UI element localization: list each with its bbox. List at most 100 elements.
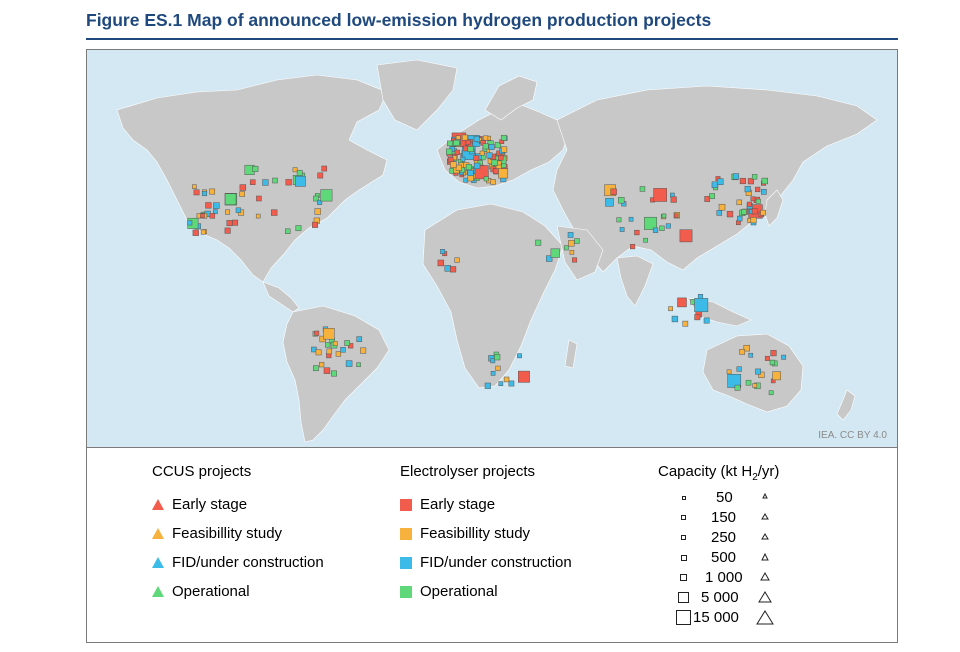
square-icon	[400, 527, 412, 540]
project-marker	[498, 155, 504, 161]
legend-electrolyser: Electrolyser projects Early stage Feasib…	[400, 463, 572, 606]
triangle-icon	[152, 586, 164, 597]
square-icon	[680, 574, 687, 581]
square-icon	[400, 585, 412, 598]
project-marker	[455, 164, 462, 171]
project-marker	[770, 350, 777, 357]
project-marker	[755, 186, 761, 193]
triangle-icon	[152, 499, 164, 510]
project-marker	[239, 184, 247, 191]
project-marker	[665, 223, 671, 229]
project-marker	[450, 266, 457, 273]
project-marker	[344, 340, 350, 346]
project-marker	[209, 213, 216, 219]
project-marker	[741, 209, 747, 215]
project-marker	[751, 174, 758, 180]
project-marker	[563, 245, 569, 251]
triangle-icon	[761, 552, 769, 561]
project-marker	[752, 383, 758, 388]
project-marker	[454, 149, 460, 155]
triangle-icon	[756, 610, 774, 625]
project-marker	[671, 315, 679, 323]
project-marker	[760, 209, 766, 216]
project-marker	[491, 159, 498, 166]
project-marker	[652, 227, 659, 233]
project-marker	[454, 257, 460, 263]
project-marker	[550, 248, 560, 258]
land-greenland	[376, 59, 458, 131]
land-arabia	[556, 225, 604, 281]
triangle-icon	[761, 533, 769, 540]
project-marker	[755, 198, 761, 204]
project-marker	[455, 135, 461, 141]
project-marker	[473, 135, 480, 142]
project-marker	[296, 169, 303, 176]
project-marker	[483, 176, 489, 182]
project-marker	[323, 367, 331, 374]
project-marker	[490, 371, 496, 376]
land-madagascar	[564, 339, 578, 369]
project-marker	[750, 196, 756, 202]
capacity-row: 250	[676, 529, 736, 546]
project-marker	[758, 371, 765, 378]
project-marker	[295, 175, 306, 187]
project-marker	[467, 145, 474, 152]
project-marker	[670, 192, 675, 198]
project-marker	[653, 188, 667, 202]
project-marker	[736, 199, 742, 206]
land-asia	[552, 85, 878, 273]
legend-electrolyser-early: Early stage	[400, 490, 572, 519]
project-marker	[323, 328, 335, 340]
project-marker	[673, 213, 679, 218]
project-marker	[668, 306, 673, 312]
legend-electrolyser-operational: Operational	[400, 577, 572, 606]
project-marker	[313, 195, 319, 202]
land-scandinavia	[484, 75, 538, 121]
capacity-row: 500	[676, 549, 736, 566]
project-marker	[761, 177, 768, 185]
project-marker	[682, 320, 689, 327]
project-marker	[518, 370, 530, 383]
capacity-value: 15 000	[693, 609, 739, 626]
project-marker	[610, 188, 617, 195]
project-marker	[605, 198, 614, 207]
capacity-value: 500	[711, 549, 737, 566]
project-marker	[225, 209, 231, 215]
project-marker	[479, 150, 485, 156]
square-icon	[400, 556, 412, 569]
project-marker	[325, 342, 331, 348]
project-marker	[744, 186, 751, 193]
project-marker	[643, 237, 648, 243]
project-marker	[321, 165, 328, 172]
project-marker	[616, 217, 622, 223]
capacity-row: 50	[676, 489, 733, 506]
title-rule	[86, 38, 898, 40]
project-marker	[271, 209, 278, 216]
project-marker	[747, 178, 754, 185]
project-marker	[331, 370, 337, 377]
project-marker	[748, 352, 754, 358]
project-marker	[463, 177, 469, 183]
project-marker	[262, 179, 269, 186]
project-marker	[670, 196, 677, 203]
project-marker	[726, 210, 734, 218]
project-marker	[224, 227, 231, 234]
capacity-row: 1 000	[676, 569, 743, 586]
world-map[interactable]: IEA. CC BY 4.0	[86, 49, 898, 448]
project-marker	[694, 298, 709, 313]
project-marker	[694, 314, 701, 321]
triangle-icon	[758, 591, 772, 603]
land-north-america	[116, 74, 388, 283]
project-marker	[255, 213, 261, 219]
project-marker	[319, 362, 325, 368]
project-marker	[187, 220, 193, 226]
project-marker	[315, 349, 322, 356]
project-marker	[437, 259, 445, 267]
project-marker	[574, 238, 580, 244]
project-marker	[285, 228, 291, 234]
legend-ccus-operational: Operational	[152, 577, 324, 606]
project-marker	[726, 369, 732, 375]
project-marker	[737, 215, 743, 222]
project-marker	[249, 179, 256, 185]
map-svg	[116, 59, 878, 443]
